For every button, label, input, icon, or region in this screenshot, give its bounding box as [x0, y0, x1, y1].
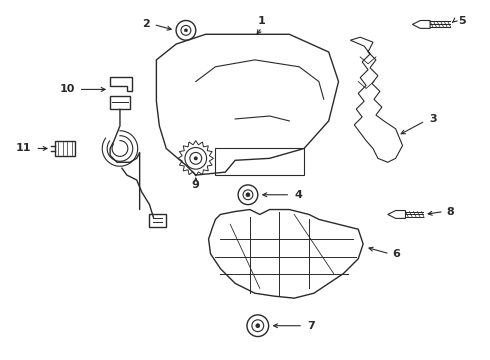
Circle shape [246, 193, 250, 197]
Text: 7: 7 [307, 321, 315, 331]
Circle shape [194, 156, 198, 160]
Text: 1: 1 [258, 15, 266, 26]
Text: 4: 4 [294, 190, 302, 200]
Circle shape [256, 324, 260, 328]
Text: 8: 8 [447, 207, 455, 216]
Text: 5: 5 [459, 15, 466, 26]
Text: 3: 3 [429, 114, 437, 124]
Text: 10: 10 [59, 84, 74, 94]
Text: 9: 9 [192, 180, 200, 190]
Text: 6: 6 [392, 249, 400, 259]
Circle shape [184, 29, 187, 32]
Text: 11: 11 [16, 144, 31, 153]
Text: 2: 2 [142, 19, 149, 30]
